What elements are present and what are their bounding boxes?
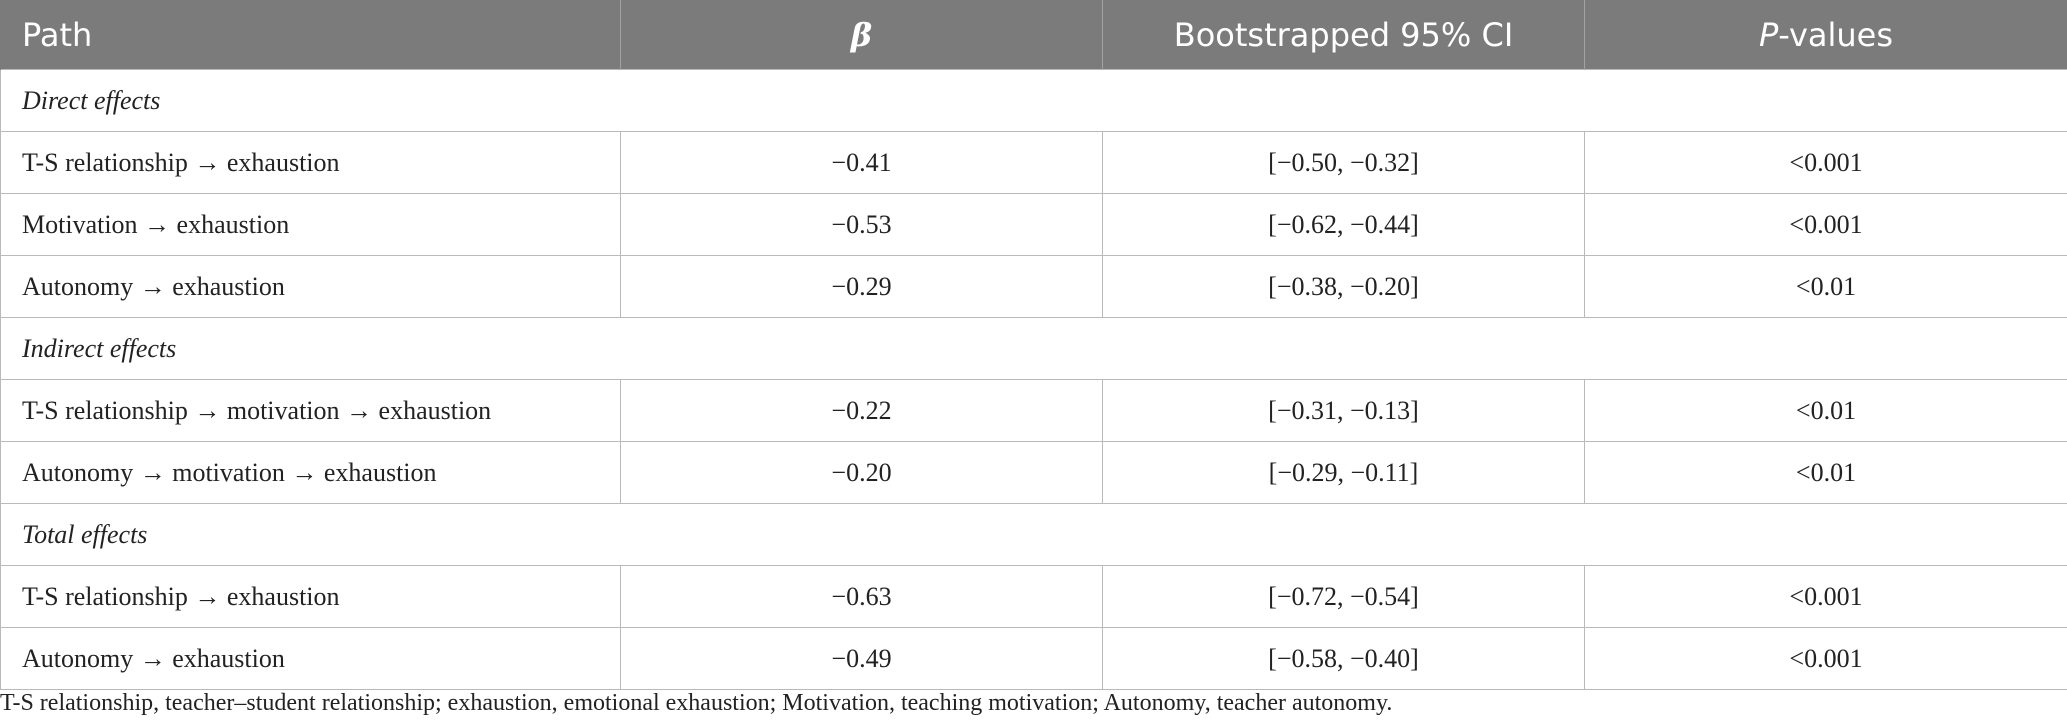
header-beta: β	[620, 0, 1103, 70]
beta-cell: −0.53	[620, 193, 1103, 256]
p-value-cell: <0.001	[1584, 627, 2067, 690]
p-value-cell: <0.01	[1584, 379, 2067, 442]
beta-cell: −0.41	[620, 131, 1103, 194]
path-cell: Autonomy → exhaustion	[0, 255, 621, 318]
beta-cell: −0.22	[620, 379, 1103, 442]
table-row: T-S relationship → motivation → exhausti…	[0, 379, 2067, 442]
header-ci: Bootstrapped 95% CI	[1102, 0, 1585, 70]
beta-cell: −0.63	[620, 565, 1103, 628]
beta-cell: −0.49	[620, 627, 1103, 690]
p-value-cell: <0.01	[1584, 255, 2067, 318]
beta-cell: −0.29	[620, 255, 1103, 318]
path-cell: T-S relationship → exhaustion	[0, 131, 621, 194]
table-row: T-S relationship → exhaustion −0.63 [−0.…	[0, 565, 2067, 628]
section-title: Indirect effects	[0, 317, 2067, 380]
table-row: Autonomy → exhaustion −0.49 [−0.58, −0.4…	[0, 627, 2067, 690]
path-cell: Autonomy → exhaustion	[0, 627, 621, 690]
ci-cell: [−0.62, −0.44]	[1102, 193, 1585, 256]
beta-cell: −0.20	[620, 441, 1103, 504]
section-title: Direct effects	[0, 69, 2067, 132]
p-value-cell: <0.001	[1584, 565, 2067, 628]
path-cell: T-S relationship → exhaustion	[0, 565, 621, 628]
table-row: T-S relationship → exhaustion −0.41 [−0.…	[0, 131, 2067, 194]
p-value-cell: <0.001	[1584, 193, 2067, 256]
header-p-letter: P	[1758, 16, 1779, 54]
table-header: Path β Bootstrapped 95% CI P-values	[0, 0, 2067, 70]
section-title: Total effects	[0, 503, 2067, 566]
section-row-total-effects: Total effects	[0, 503, 2067, 566]
path-cell: T-S relationship → motivation → exhausti…	[0, 379, 621, 442]
results-table: Path β Bootstrapped 95% CI P-values Dire…	[0, 0, 2067, 690]
ci-cell: [−0.50, −0.32]	[1102, 131, 1585, 194]
table-row: Autonomy → exhaustion −0.29 [−0.38, −0.2…	[0, 255, 2067, 318]
header-row: Path β Bootstrapped 95% CI P-values	[0, 0, 2067, 70]
table-row: Motivation → exhaustion −0.53 [−0.62, −0…	[0, 193, 2067, 256]
section-row-direct-effects: Direct effects	[0, 69, 2067, 132]
path-cell: Autonomy → motivation → exhaustion	[0, 441, 621, 504]
table-row: Autonomy → motivation → exhaustion −0.20…	[0, 441, 2067, 504]
header-p-values: P-values	[1584, 0, 2067, 70]
ci-cell: [−0.72, −0.54]	[1102, 565, 1585, 628]
table-footnote: T-S relationship, teacher–student relati…	[0, 690, 1393, 716]
ci-cell: [−0.31, −0.13]	[1102, 379, 1585, 442]
ci-cell: [−0.58, −0.40]	[1102, 627, 1585, 690]
section-row-indirect-effects: Indirect effects	[0, 317, 2067, 380]
p-value-cell: <0.001	[1584, 131, 2067, 194]
ci-cell: [−0.29, −0.11]	[1102, 441, 1585, 504]
header-path: Path	[0, 0, 621, 70]
p-value-cell: <0.01	[1584, 441, 2067, 504]
path-cell: Motivation → exhaustion	[0, 193, 621, 256]
header-beta-symbol: β	[850, 16, 873, 54]
header-p-suffix: -values	[1778, 16, 1894, 54]
ci-cell: [−0.38, −0.20]	[1102, 255, 1585, 318]
table-body: Direct effects T-S relationship → exhaus…	[0, 69, 2067, 690]
